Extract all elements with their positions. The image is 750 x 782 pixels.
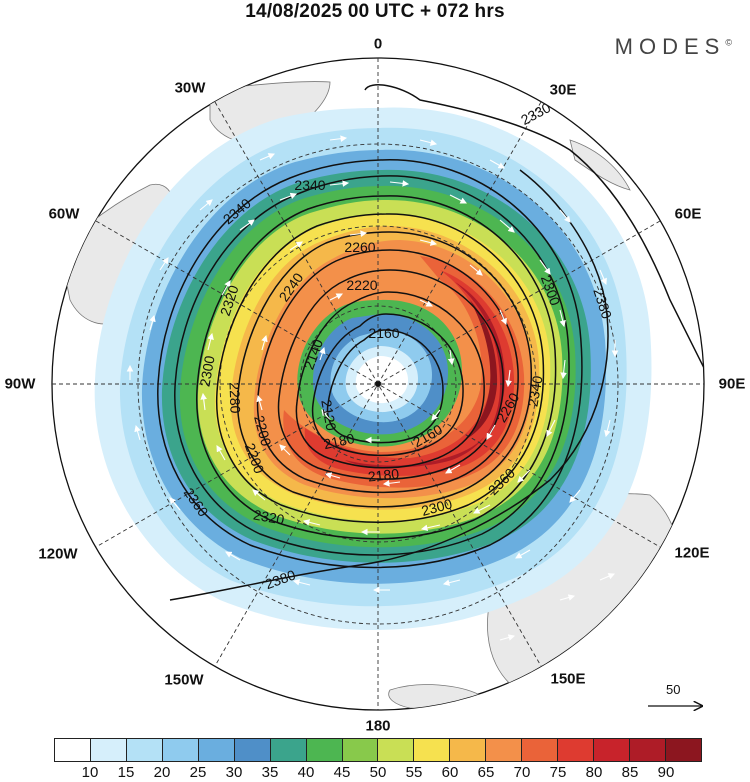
colorbar-tick-label: 30	[225, 764, 243, 781]
wind-vectors	[126, 135, 619, 673]
contour-label: 2160	[368, 325, 399, 341]
colorbar-swatch	[665, 739, 701, 761]
wind-speed-shading	[94, 107, 652, 630]
lon-label-30e: 30E	[549, 81, 577, 99]
colorbar-swatch	[55, 739, 91, 761]
lon-label-90w: 90W	[4, 375, 36, 393]
lon-label-0: 0	[373, 35, 383, 53]
contour-label: 2320	[252, 506, 286, 527]
colorbar-tick-label: 40	[297, 764, 315, 781]
contour-label: 2220	[346, 277, 377, 293]
contour-label: 2260	[344, 239, 375, 255]
brand-mark: ©	[725, 37, 732, 48]
colorbar-swatch	[270, 739, 307, 761]
lon-label-90e: 90E	[718, 375, 746, 393]
colorbar-tick-label: 90	[657, 764, 675, 781]
map-title: 14/08/2025 00 UTC + 072 hrs	[245, 1, 505, 22]
colorbar-swatch	[522, 739, 559, 761]
colorbar-tick-label: 50	[369, 764, 387, 781]
contour-label: 2340	[294, 177, 325, 193]
pole-marker	[375, 381, 381, 387]
colorbar-swatch	[486, 739, 523, 761]
height-contours	[157, 84, 704, 601]
colorbar-swatch	[378, 739, 415, 761]
lon-label-30w: 30W	[174, 79, 206, 97]
brand-name: MODES	[614, 34, 726, 59]
colorbar-tick-label: 45	[333, 764, 351, 781]
contour-label: 2300	[420, 495, 454, 519]
contour-label: 2300	[196, 354, 217, 388]
colorbar	[54, 738, 702, 762]
colorbar-swatch	[306, 739, 343, 761]
colorbar-swatch	[558, 739, 595, 761]
colorbar-swatch	[342, 739, 379, 761]
contour-label: 2180	[367, 465, 400, 484]
colorbar-swatch	[414, 739, 451, 761]
colorbar-tick-label: 10	[81, 764, 99, 781]
contour-label: 2120	[318, 398, 339, 432]
contour-label: 2340	[524, 374, 545, 408]
colorbar-swatch	[450, 739, 487, 761]
lon-label-150w: 150W	[164, 671, 204, 689]
colorbar-tick-label: 25	[189, 764, 207, 781]
colorbar-swatch	[234, 739, 271, 761]
colorbar-swatch	[90, 739, 127, 761]
colorbar-swatch	[198, 739, 235, 761]
colorbar-tick-label: 35	[261, 764, 279, 781]
colorbar-tick-label: 55	[405, 764, 423, 781]
colorbar-tick-label: 75	[549, 764, 567, 781]
lon-label-60e: 60E	[674, 205, 702, 223]
lon-label-120e: 120E	[674, 544, 710, 562]
colorbar-tick-label: 65	[477, 764, 495, 781]
contour-label: 2180	[322, 430, 356, 452]
colorbar-swatch	[630, 739, 666, 761]
colorbar-swatch	[162, 739, 199, 761]
colorbar-tick-label: 15	[117, 764, 135, 781]
colorbar-ticks: 10 15 20 25 30 35 40 45 50 55 60 65 70 75 80 85 90	[54, 764, 702, 782]
lon-label-180: 180	[365, 717, 391, 735]
modes-logo: MODES©	[615, 34, 732, 60]
lon-label-150e: 150E	[550, 670, 586, 688]
colorbar-tick-label: 60	[441, 764, 459, 781]
reference-vector-label: 50	[666, 682, 681, 697]
contour-label: 2280	[226, 382, 243, 414]
lon-label-120w: 120W	[38, 545, 78, 563]
colorbar-swatch	[594, 739, 630, 761]
colorbar-swatch	[126, 739, 163, 761]
colorbar-tick-label: 70	[513, 764, 531, 781]
colorbar-tick-label: 85	[621, 764, 639, 781]
lon-label-60w: 60W	[48, 205, 80, 223]
colorbar-tick-label: 20	[153, 764, 171, 781]
contour-label: 2200	[251, 414, 275, 448]
colorbar-tick-label: 80	[585, 764, 603, 781]
